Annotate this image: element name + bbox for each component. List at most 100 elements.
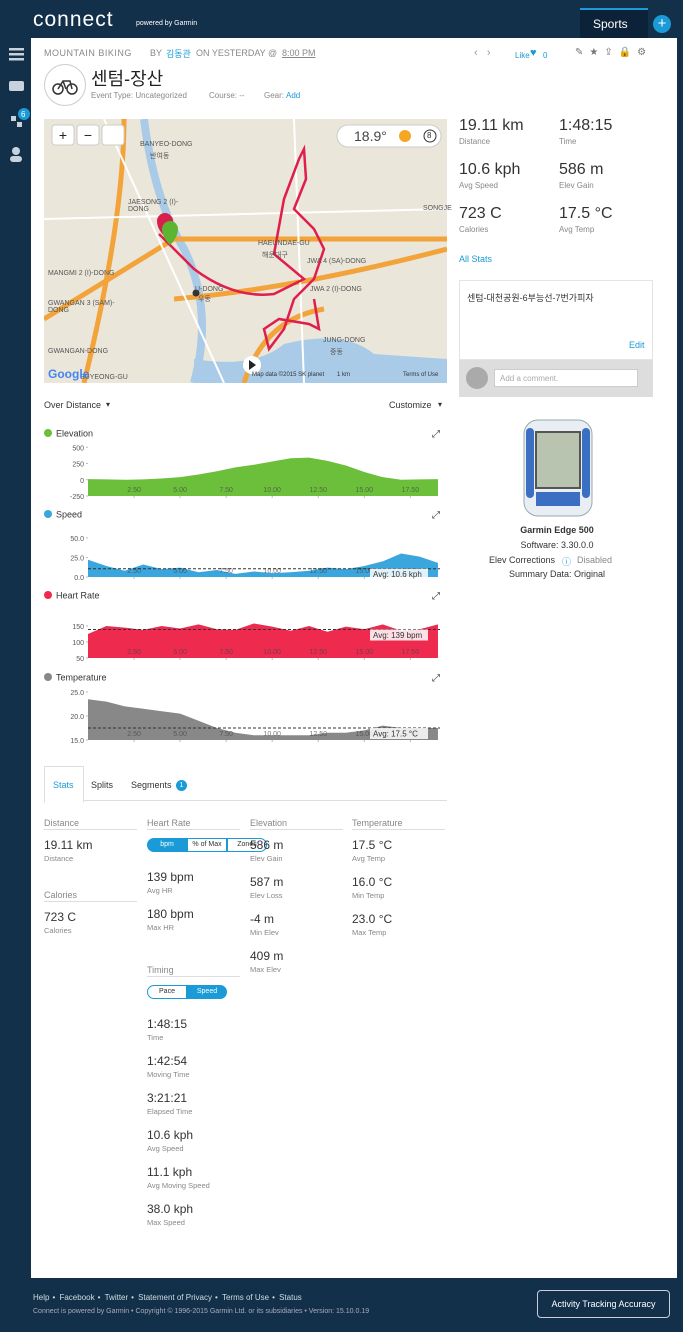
map-terms[interactable]: Terms of Use [403,372,439,378]
toggle-option[interactable]: Zones [227,838,267,852]
device-summary: Summary Data: Original [508,569,606,579]
footer-link[interactable]: Twitter [104,1293,129,1302]
summary-label: Elev Gain [559,181,594,190]
sports-tab-label[interactable]: Sports [593,17,628,31]
stat-value: 11.1 kph [147,1165,193,1179]
on-date: ON YESTERDAY @ [196,48,278,58]
tab-badge: 1 [176,780,187,791]
x-tick-label: 5.00 [173,649,187,656]
toggle-option[interactable]: % of Max [187,838,227,852]
y-tick-label: 150 [72,624,84,631]
y-tick-label: 250 [72,462,84,469]
map-label: JUNG-DONG [323,337,366,344]
tab-line [44,800,447,801]
description: 센텀-대천공원-6부능선-7번가피자 [467,293,594,303]
summary-value: 19.11 km [459,117,524,134]
stat-label: Moving Time [147,1070,190,1079]
map-wind: 8 [427,131,432,140]
event-type[interactable]: Event Type: Uncategorized [91,91,187,100]
toolbar-icons[interactable]: ✎★⇪🔒⚙ [575,47,653,58]
tab[interactable]: Stats [53,780,74,790]
legend-dot [44,510,52,518]
x-tick-label: 10.00 [263,731,281,738]
gear: Gear: [264,91,285,100]
annotation: Avg: 10.6 kph [373,570,422,579]
google-logo: Google [48,367,90,381]
section-title: Heart Rate [147,818,240,830]
footer-button[interactable]: Activity Tracking Accuracy [537,1290,670,1318]
x-tick-label: 12.50 [309,731,327,738]
annotation-bg [370,568,428,580]
all-stats[interactable]: All Stats [459,254,493,264]
dropdown-caret[interactable]: ▾ [106,400,111,409]
tab[interactable]: Segments [131,780,172,790]
gear-add[interactable]: Add [286,91,301,100]
toggle-option[interactable]: bpm [147,838,187,852]
stat-label: Elapsed Time [147,1107,193,1116]
map-label: JAESONG 2 (I)-DONG [128,199,179,213]
logo[interactable]: connect [33,8,114,31]
chart-mode[interactable]: Over Distance [44,400,102,410]
map-label: BANYEO-DONG [140,141,193,148]
prev-next[interactable]: ‹ › [474,47,491,59]
footer-link[interactable]: Statement of Privacy [138,1293,212,1302]
area [88,457,438,496]
footer-link[interactable]: Status [279,1293,302,1302]
comment-input[interactable]: Add a comment. [494,369,638,387]
y-tick-label: 0.0 [74,575,84,582]
stat-label: Max Speed [147,1218,185,1227]
section-title: Timing [147,965,240,977]
x-tick-label: 12.50 [309,568,327,575]
summary-label: Avg Temp [559,225,595,234]
x-tick-label: 10.00 [263,487,281,494]
elev-status[interactable]: Disabled [577,555,613,565]
stat-value: 10.6 kph [147,1128,194,1142]
x-tick-label: 2.50 [127,568,141,575]
customize[interactable]: Customize [389,400,432,410]
map-label: SUYEONG-GU [80,374,128,381]
area [88,553,438,577]
y-tick-label: 20.0 [70,714,84,721]
by: BY [150,48,163,58]
stat-value: 139 bpm [147,870,194,884]
sports-tab[interactable] [580,8,648,40]
annotation-bg [370,629,428,641]
stat-value: 1:48:15 [147,1017,188,1031]
separator: • [97,1293,101,1302]
tab[interactable]: Splits [91,780,114,790]
toggle-option[interactable]: Pace [147,985,187,999]
x-tick-label: 7.50 [219,731,233,738]
stat-value: 180 bpm [147,907,194,921]
stat-value: 17.5 °C [352,838,393,852]
device-name: Garmin Edge 500 [520,525,594,535]
device-software: Software: 3.30.0.0 [520,540,594,550]
section-title: Distance [44,818,137,830]
footer-link[interactable]: Facebook [59,1293,95,1302]
active-tab[interactable] [44,766,84,803]
add-button[interactable]: + [653,15,671,33]
x-tick-label: 12.50 [309,487,327,494]
like-heart[interactable]: ♥ [530,47,537,59]
help-icon[interactable]: ⓘ [562,557,572,567]
map-temperature: 18.9° [354,128,387,144]
activity-title[interactable]: 센텀-장산 [91,69,164,89]
dropdown-caret[interactable]: ▾ [438,400,443,409]
y-tick-label: 100 [72,640,84,647]
footer-link[interactable]: Help [33,1293,50,1302]
map-label: 해운대구 [262,252,288,259]
toggle-option[interactable]: Speed [187,985,227,999]
course[interactable]: Course: -- [209,91,245,100]
map[interactable]: + − [44,119,447,383]
sport-type[interactable]: MOUNTAIN BIKING [44,48,132,58]
like[interactable]: Like [515,51,530,60]
separator: • [272,1293,275,1302]
annotation: Avg: 139 bpm [373,631,423,640]
summary-label: Distance [459,137,491,146]
time[interactable]: 8:00 PM [282,48,316,58]
edit[interactable]: Edit [629,340,645,350]
expand-icon: ⤢ [432,591,440,602]
user[interactable]: 김동관 [166,49,191,59]
charts: Elevation ⤢ 500 250 0 -250 2.50 5.00 7.50 10.00 12… [44,429,440,745]
footer-link[interactable]: Terms of Use [221,1293,270,1302]
